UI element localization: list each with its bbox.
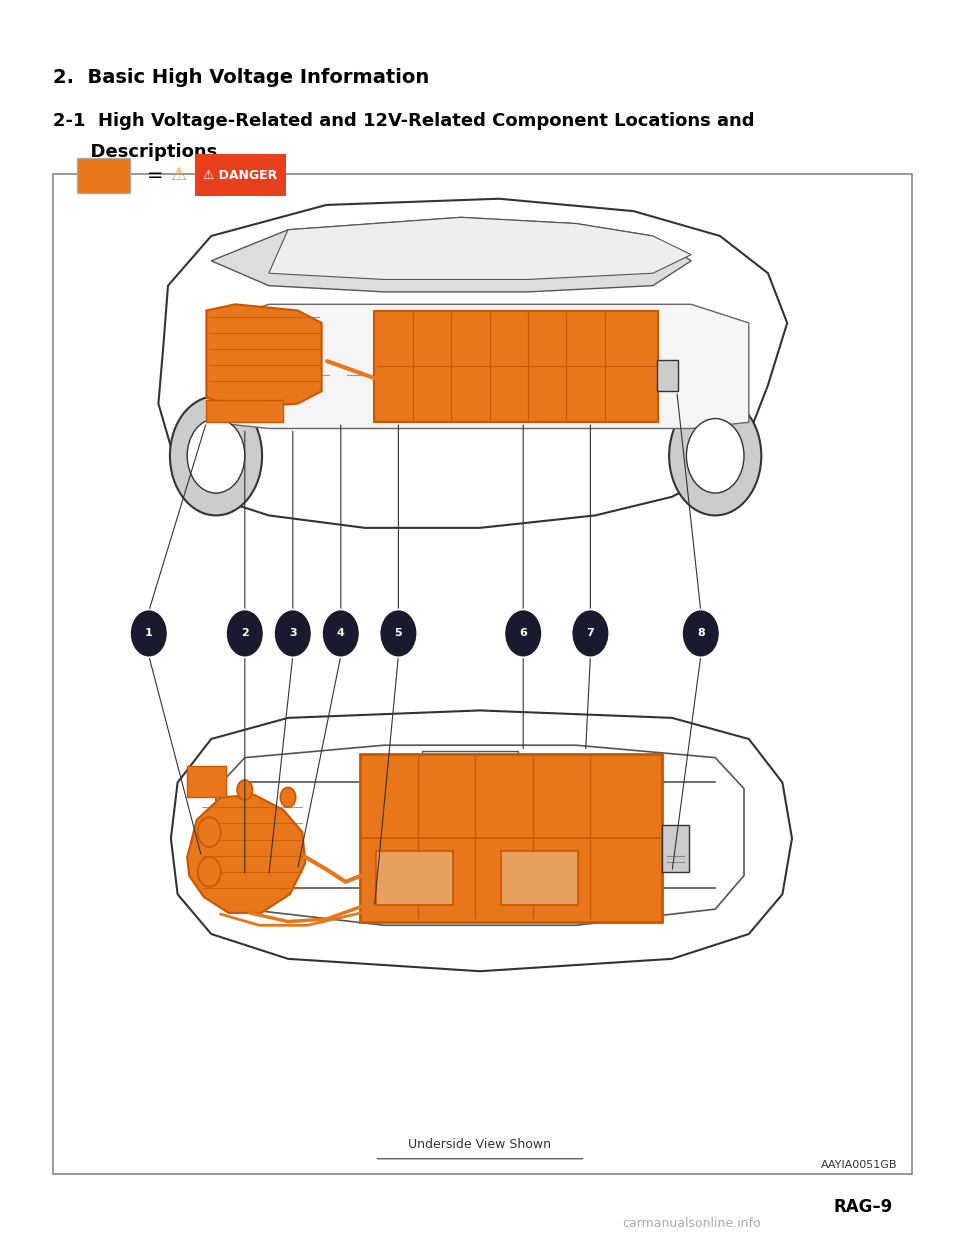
Bar [206, 400, 283, 422]
Polygon shape [187, 795, 305, 913]
Polygon shape [206, 304, 322, 407]
Polygon shape [211, 217, 691, 292]
Text: 4: 4 [337, 628, 345, 638]
Polygon shape [211, 304, 749, 428]
Text: ⚠ DANGER: ⚠ DANGER [204, 169, 277, 181]
Text: 7: 7 [587, 628, 594, 638]
Text: 6: 6 [519, 628, 527, 638]
Circle shape [276, 611, 310, 656]
Circle shape [198, 817, 221, 847]
Bar [77, 158, 130, 193]
Bar [657, 360, 678, 391]
Circle shape [170, 396, 262, 515]
Bar [662, 825, 689, 872]
Bar [360, 754, 662, 922]
FancyBboxPatch shape [53, 174, 912, 1174]
Text: 2.  Basic High Voltage Information: 2. Basic High Voltage Information [53, 68, 429, 87]
Text: AAYIA0051GB: AAYIA0051GB [821, 1160, 898, 1170]
Text: 1: 1 [145, 628, 153, 638]
Bar [195, 154, 286, 196]
Circle shape [324, 611, 358, 656]
Circle shape [198, 857, 221, 887]
Circle shape [684, 611, 718, 656]
Circle shape [237, 780, 252, 800]
Bar [422, 751, 518, 779]
Text: Descriptions: Descriptions [53, 143, 217, 160]
Polygon shape [269, 217, 691, 279]
Polygon shape [158, 199, 787, 528]
Text: carmanualsonline.info: carmanualsonline.info [622, 1217, 760, 1230]
Circle shape [686, 419, 744, 493]
Text: RAG–9: RAG–9 [833, 1199, 893, 1216]
Circle shape [228, 611, 262, 656]
Text: Underside View Shown: Underside View Shown [409, 1139, 551, 1151]
Text: 3: 3 [289, 628, 297, 638]
Circle shape [506, 611, 540, 656]
Text: 8: 8 [697, 628, 705, 638]
Circle shape [381, 611, 416, 656]
Polygon shape [171, 710, 792, 971]
Text: =: = [147, 165, 163, 185]
Text: 5: 5 [395, 628, 402, 638]
Text: ⚠: ⚠ [170, 166, 186, 184]
Bar [187, 766, 226, 797]
Circle shape [669, 396, 761, 515]
Circle shape [132, 611, 166, 656]
Bar [376, 851, 453, 905]
Text: 2-1  High Voltage-Related and 12V-Related Component Locations and: 2-1 High Voltage-Related and 12V-Related… [53, 112, 755, 129]
Circle shape [573, 611, 608, 656]
Text: 2: 2 [241, 628, 249, 638]
Bar [374, 310, 658, 422]
Circle shape [280, 787, 296, 807]
Circle shape [187, 419, 245, 493]
Bar [501, 851, 578, 905]
